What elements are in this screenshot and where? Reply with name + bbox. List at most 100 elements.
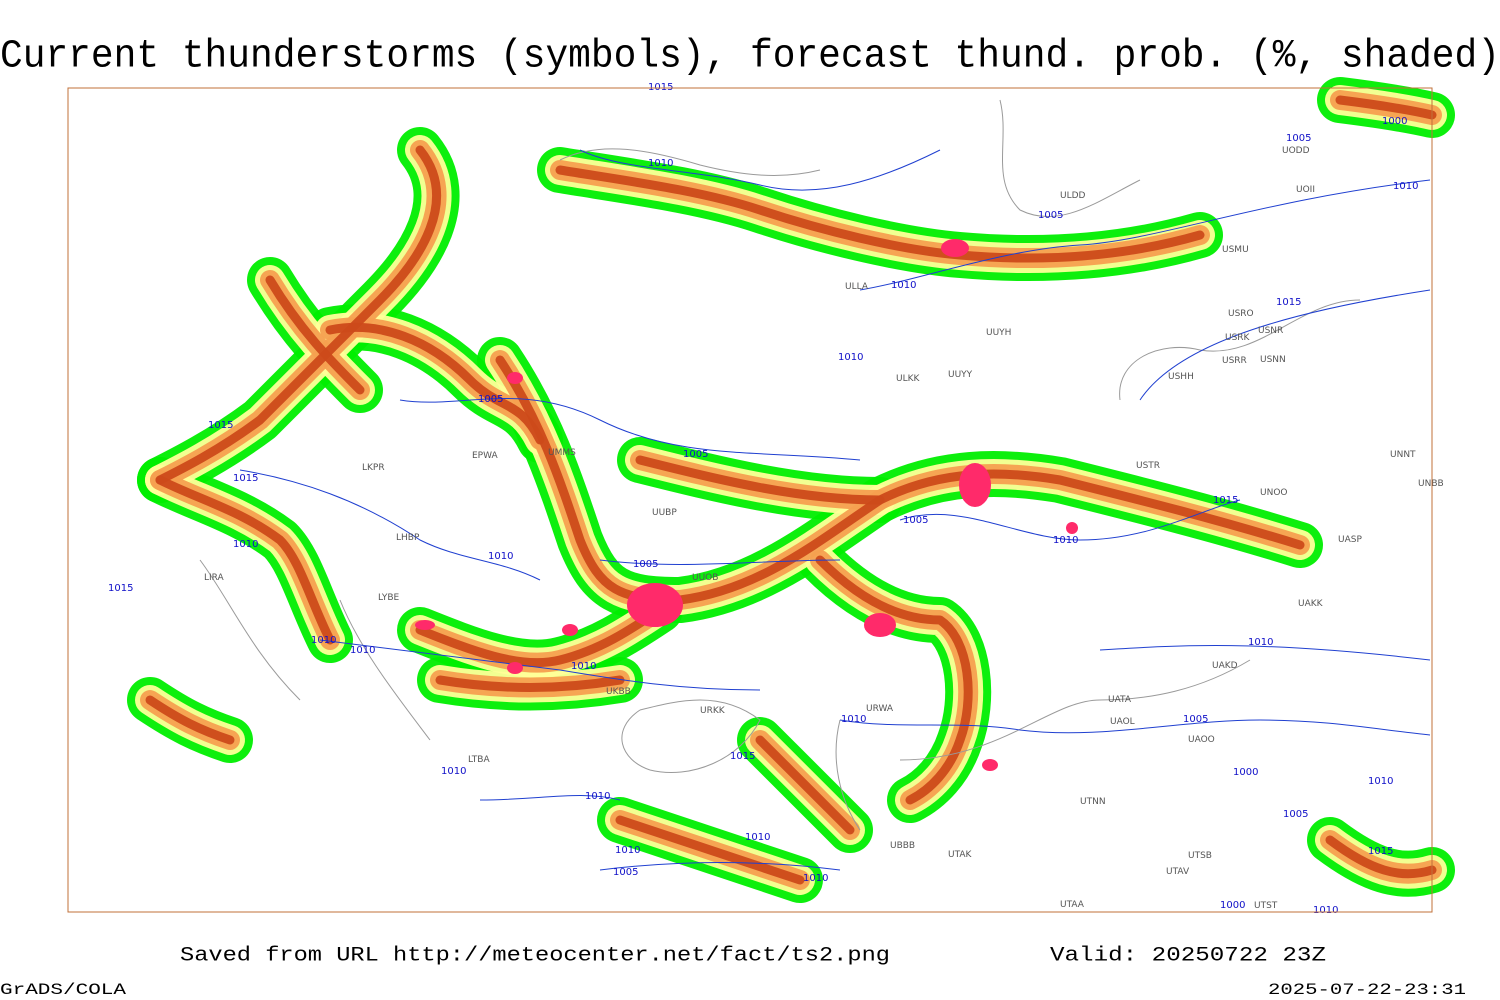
isobar-label: 1005 <box>683 449 708 460</box>
isobar-label: 1010 <box>441 766 466 777</box>
isobar-label: 1015 <box>208 420 233 431</box>
valid-time: Valid: 20250722 23Z <box>1050 944 1326 967</box>
shading-band <box>265 275 365 395</box>
isobar-label: 1010 <box>233 539 258 550</box>
probability-shading <box>127 77 1455 903</box>
storm-symbol <box>982 759 998 771</box>
shading-band <box>615 815 805 885</box>
storm-symbol <box>959 463 991 507</box>
station-label: UKBB <box>606 687 631 697</box>
station-label: UTAK <box>948 850 973 860</box>
station-label: UAKD <box>1212 661 1238 671</box>
coastlines <box>199 99 1361 831</box>
station-label: UMMS <box>548 448 576 458</box>
station-label: EPWA <box>472 451 499 461</box>
isobar-label: 1010 <box>1053 535 1078 546</box>
isobar-label: 1005 <box>1183 714 1208 725</box>
station-label: UNOO <box>1260 488 1288 498</box>
isobar-label: 1005 <box>1286 133 1311 144</box>
timestamp: 2025-07-22-23:31 <box>1268 981 1466 999</box>
isobar-label: 1010 <box>1248 637 1273 648</box>
station-label: ULKK <box>896 374 921 384</box>
isobar-label: 1010 <box>745 832 770 843</box>
storm-symbol <box>562 624 578 636</box>
station-label: UAKK <box>1298 599 1324 609</box>
isobar-label: 1005 <box>1038 210 1063 221</box>
isobar-label: 1010 <box>350 645 375 656</box>
thunderstorm-symbols <box>415 239 1078 771</box>
isobar-label: 1010 <box>311 635 336 646</box>
isobar-label: 1010 <box>803 873 828 884</box>
shading-band <box>435 675 625 692</box>
station-label: UTNN <box>1080 797 1106 807</box>
isobars <box>239 149 1431 871</box>
station-label: UASP <box>1338 535 1362 545</box>
storm-symbol <box>1066 522 1078 534</box>
station-label: UNBB <box>1418 479 1444 489</box>
station-label: LHBP <box>396 533 420 543</box>
isobar-label: 1015 <box>1213 495 1238 506</box>
map-frame <box>67 87 1433 913</box>
station-label: LTBA <box>468 755 490 765</box>
software-credit: GrADS/COLA <box>0 981 127 999</box>
storm-symbol <box>864 613 896 637</box>
source-url: Saved from URL http://meteocenter.net/fa… <box>180 944 890 967</box>
station-label: USRK <box>1225 333 1251 343</box>
station-label: UUYH <box>986 328 1011 338</box>
isobar-label: 1010 <box>891 280 916 291</box>
shading-band <box>815 555 973 805</box>
isobar-label: 1010 <box>648 158 673 169</box>
shading-band <box>145 695 235 745</box>
station-label: USHH <box>1168 372 1194 382</box>
storm-symbol <box>507 662 523 674</box>
shading-band <box>325 322 545 445</box>
station-label: UAOL <box>1110 717 1135 727</box>
storm-symbol <box>415 620 435 630</box>
isobar-label: 1010 <box>1368 776 1393 787</box>
station-label: USRR <box>1222 356 1247 366</box>
station-label: UTAA <box>1060 900 1085 910</box>
station-label: USNR <box>1258 326 1283 336</box>
station-label: LYBE <box>378 593 399 603</box>
shading-band <box>1335 95 1437 120</box>
shading-band <box>155 145 442 485</box>
station-label: UTST <box>1254 901 1278 911</box>
isobar-label: 1005 <box>478 394 503 405</box>
station-label: UODD <box>1282 146 1310 156</box>
isobar-label: 1010 <box>1393 181 1418 192</box>
storm-symbol <box>627 583 683 627</box>
station-label: UBBB <box>890 841 915 851</box>
isobar-label: 1015 <box>1276 297 1301 308</box>
isobar-label: 1000 <box>1220 900 1245 911</box>
station-label: UUBP <box>652 508 677 518</box>
station-label: USRO <box>1228 309 1254 319</box>
isobar-label: 1010 <box>841 714 866 725</box>
station-label: ULLA <box>845 282 869 292</box>
station-label: USMU <box>1222 245 1249 255</box>
isobar-label: 1005 <box>1283 809 1308 820</box>
map-labels: ULDD UOII UODD USMU ULLA UUYH USRO USNR USRK USRR… <box>108 82 1444 916</box>
isobar-label: 1010 <box>1313 905 1338 916</box>
shading-band <box>1325 835 1437 879</box>
map-title: Current thunderstorms (symbols), forecas… <box>0 35 1500 80</box>
station-label: URKK <box>700 706 726 716</box>
station-label: UUOB <box>692 573 718 583</box>
shading-band <box>635 455 885 505</box>
isobar-label: 1005 <box>903 515 928 526</box>
station-label: USNN <box>1260 355 1286 365</box>
isobar-label: 1010 <box>615 845 640 856</box>
shading-band <box>495 355 1305 605</box>
station-label: UUYY <box>948 370 973 380</box>
shading-band <box>415 605 665 668</box>
storm-symbol <box>507 372 523 384</box>
isobar-label: 1000 <box>1382 116 1407 127</box>
station-label: LKPR <box>362 463 385 473</box>
isobar-label: 1000 <box>1233 767 1258 778</box>
isobar-label: 1015 <box>233 473 258 484</box>
station-label: UTAV <box>1166 867 1190 877</box>
station-label: UTSB <box>1188 851 1212 861</box>
isobar-label: 1010 <box>571 661 596 672</box>
station-label: URWA <box>866 704 894 714</box>
